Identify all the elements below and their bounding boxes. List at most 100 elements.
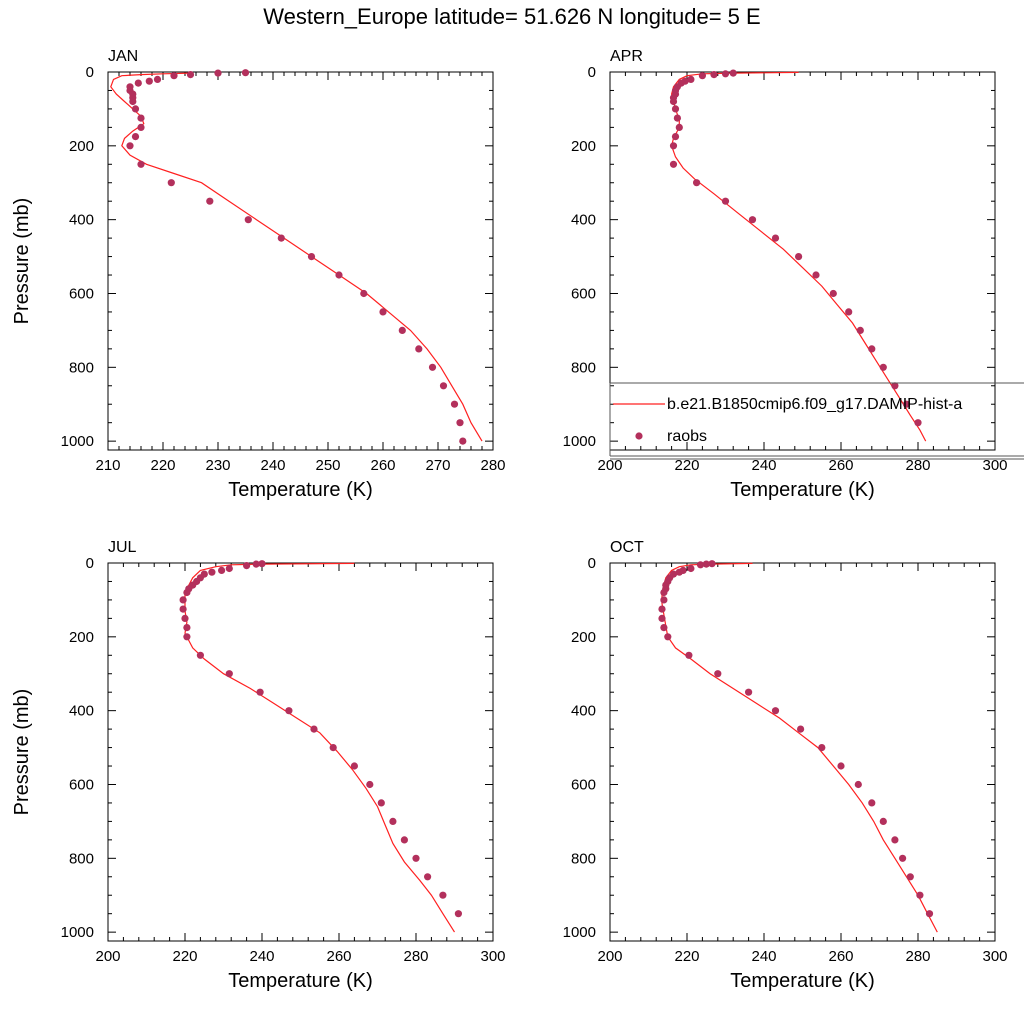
y-tick-label: 400: [571, 703, 596, 720]
panel-title: JUL: [108, 539, 137, 556]
raobs-point: [685, 651, 693, 659]
y-tick-label: 1000: [61, 433, 94, 450]
raobs-point: [675, 123, 683, 131]
raobs-point: [415, 345, 423, 353]
raobs-point: [450, 400, 459, 408]
raobs-point: [708, 560, 716, 568]
x-tick-label: 300: [480, 948, 505, 965]
raobs-point: [748, 216, 757, 224]
raobs-point: [196, 651, 204, 659]
y-tick-label: 0: [588, 64, 596, 81]
raobs-point: [660, 624, 668, 632]
y-tick-label: 800: [69, 359, 94, 376]
legend: b.e21.B1850cmip6.f09_g17.DAMIP-hist-arao…: [609, 382, 1024, 460]
raobs-point: [795, 253, 803, 261]
x-tick-label: 230: [205, 457, 230, 474]
model-profile-line: [110, 72, 483, 442]
raobs-point: [181, 614, 189, 623]
raobs-point: [366, 780, 374, 789]
raobs-point: [902, 400, 911, 408]
x-tick-label: 280: [905, 457, 930, 474]
raobs-point: [310, 725, 318, 733]
plot-frame: [609, 71, 996, 451]
raobs-point: [439, 891, 447, 899]
y-tick-label: 200: [69, 629, 94, 646]
raobs-point: [721, 70, 730, 78]
y-tick-label: 200: [571, 138, 596, 155]
x-tick-label: 220: [150, 457, 175, 474]
raobs-point: [428, 363, 437, 371]
y-tick-label: 600: [571, 776, 596, 793]
y-tick-label: 1000: [563, 924, 596, 941]
x-tick-label: 220: [674, 948, 699, 965]
panel-apr: 200 220 240 260 280 300 0 200 400 600 800 1000 APR Te…: [563, 48, 1008, 501]
raobs-point: [687, 564, 695, 573]
x-tick-label: 260: [828, 457, 853, 474]
raobs-point: [771, 234, 780, 242]
raobs-point: [243, 562, 251, 570]
raobs-point: [400, 836, 408, 844]
y-tick-label: 1000: [61, 924, 94, 941]
raobs-point: [377, 799, 385, 807]
raobs-point: [673, 114, 682, 122]
raobs-point: [335, 271, 343, 279]
raobs-point: [167, 179, 175, 187]
raobs-point: [899, 854, 907, 862]
raobs-point: [916, 891, 924, 899]
raobs-point: [721, 197, 730, 205]
raobs-point: [456, 419, 464, 427]
y-tick-label: 800: [571, 850, 596, 867]
raobs-point: [829, 289, 837, 298]
raobs-point: [225, 670, 233, 678]
raobs-point: [145, 77, 153, 85]
raobs-point: [696, 561, 705, 569]
raobs-point: [675, 568, 683, 576]
raobs-point: [137, 123, 145, 131]
raobs-point: [398, 326, 406, 334]
raobs-point: [664, 633, 672, 641]
raobs-point: [745, 688, 753, 696]
raobs-point: [183, 633, 191, 641]
raobs-point: [729, 69, 737, 77]
x-tick-label: 280: [403, 948, 428, 965]
raobs-point: [244, 216, 252, 224]
x-tick-label: 240: [751, 948, 776, 965]
raobs-point: [693, 179, 701, 187]
model-profile-line: [661, 562, 938, 933]
raobs-point: [241, 69, 250, 77]
raobs-point: [137, 160, 145, 168]
y-tick-label: 0: [588, 555, 596, 572]
raobs-point: [669, 142, 678, 150]
x-tick-label: 260: [326, 948, 351, 965]
raobs-point: [459, 437, 467, 445]
raobs-point: [687, 75, 695, 83]
raobs-point: [710, 71, 718, 79]
raobs-point: [131, 105, 140, 113]
raobs-point: [914, 419, 922, 427]
x-tick-label: 240: [751, 457, 776, 474]
raobs-point: [698, 72, 707, 80]
y-tick-label: 600: [571, 285, 596, 302]
y-tick-label: 0: [86, 64, 94, 81]
x-axis-label: Temperature (K): [730, 479, 875, 501]
panel-title: APR: [610, 48, 643, 65]
raobs-point: [854, 780, 862, 789]
raobs-point: [868, 799, 876, 807]
raobs-point: [206, 197, 214, 205]
y-tick-label: 800: [571, 359, 596, 376]
x-tick-label: 300: [982, 948, 1007, 965]
y-tick-label: 1000: [563, 433, 596, 450]
x-tick-label: 240: [249, 948, 274, 965]
plot-frame: [107, 562, 494, 942]
y-axis-label: Pressure (mb): [11, 689, 33, 816]
plot-frame: [609, 562, 996, 942]
raobs-point: [285, 707, 293, 715]
x-tick-label: 220: [172, 948, 197, 965]
x-tick-label: 300: [982, 457, 1007, 474]
raobs-point: [225, 564, 233, 573]
x-tick-label: 260: [370, 457, 395, 474]
raobs-point: [714, 670, 722, 678]
raobs-point: [771, 707, 780, 715]
raobs-point: [208, 568, 216, 576]
x-axis-label: Temperature (K): [228, 479, 373, 501]
